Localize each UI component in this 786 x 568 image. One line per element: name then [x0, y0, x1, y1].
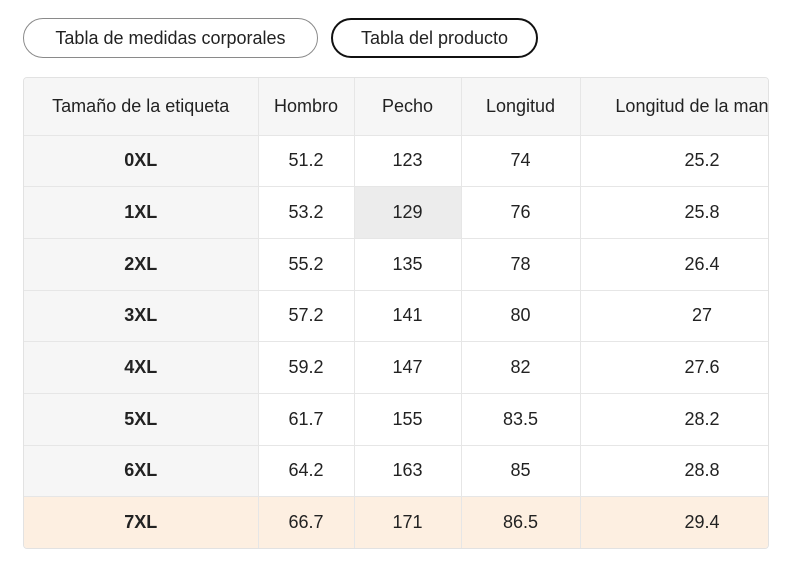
- table-row: 0XL 51.2 123 74 25.2: [24, 135, 768, 188]
- pecho-cell: 171: [354, 496, 462, 548]
- size-table-container[interactable]: Tamaño de la etiqueta Hombro Pecho Longi…: [23, 77, 769, 549]
- size-cell: 6XL: [24, 445, 259, 498]
- header-tamano: Tamaño de la etiqueta: [24, 78, 259, 136]
- table-row: 1XL 53.2 129 76 25.8: [24, 186, 768, 239]
- longitud-cell: 76: [461, 186, 581, 239]
- size-cell: 5XL: [24, 393, 259, 446]
- size-cell: 2XL: [24, 238, 259, 291]
- tab-product-chart[interactable]: Tabla del producto: [331, 18, 538, 58]
- manga-cell: 29.4: [580, 496, 768, 548]
- table-row: 5XL 61.7 155 83.5 28.2: [24, 393, 768, 446]
- hombro-cell: 66.7: [258, 496, 355, 548]
- size-cell: 1XL: [24, 186, 259, 239]
- table-row-highlighted: 7XL 66.7 171 86.5 29.4: [24, 496, 768, 548]
- longitud-cell: 86.5: [461, 496, 581, 548]
- longitud-cell: 80: [461, 290, 581, 343]
- tab-body-measurements[interactable]: Tabla de medidas corporales: [23, 18, 318, 58]
- longitud-cell: 78: [461, 238, 581, 291]
- hombro-cell: 64.2: [258, 445, 355, 498]
- hombro-cell: 53.2: [258, 186, 355, 239]
- size-chart-tabs: Tabla de medidas corporales Tabla del pr…: [23, 18, 538, 58]
- hombro-cell: 61.7: [258, 393, 355, 446]
- header-pecho: Pecho: [354, 78, 462, 136]
- longitud-cell: 83.5: [461, 393, 581, 446]
- hombro-cell: 55.2: [258, 238, 355, 291]
- pecho-cell: 123: [354, 135, 462, 188]
- pecho-cell: 155: [354, 393, 462, 446]
- header-longitud: Longitud: [461, 78, 581, 136]
- manga-cell: 25.2: [580, 135, 768, 188]
- manga-cell: 26.4: [580, 238, 768, 291]
- longitud-cell: 85: [461, 445, 581, 498]
- hombro-cell: 57.2: [258, 290, 355, 343]
- size-cell: 0XL: [24, 135, 259, 188]
- table-header-row: Tamaño de la etiqueta Hombro Pecho Longi…: [24, 78, 768, 136]
- header-longitud-manga: Longitud de la manga: [580, 78, 768, 136]
- pecho-cell: 141: [354, 290, 462, 343]
- table-row: 3XL 57.2 141 80 27: [24, 290, 768, 343]
- table-row: 2XL 55.2 135 78 26.4: [24, 238, 768, 291]
- longitud-cell: 74: [461, 135, 581, 188]
- table-row: 4XL 59.2 147 82 27.6: [24, 341, 768, 394]
- manga-cell: 28.8: [580, 445, 768, 498]
- table-row: 6XL 64.2 163 85 28.8: [24, 445, 768, 498]
- pecho-cell: 163: [354, 445, 462, 498]
- size-table: Tamaño de la etiqueta Hombro Pecho Longi…: [24, 78, 768, 548]
- manga-cell: 28.2: [580, 393, 768, 446]
- pecho-cell: 147: [354, 341, 462, 394]
- pecho-cell: 129: [354, 186, 462, 239]
- size-cell: 3XL: [24, 290, 259, 343]
- manga-cell: 25.8: [580, 186, 768, 239]
- size-cell: 4XL: [24, 341, 259, 394]
- size-cell: 7XL: [24, 496, 259, 548]
- manga-cell: 27: [580, 290, 768, 343]
- header-hombro: Hombro: [258, 78, 355, 136]
- hombro-cell: 51.2: [258, 135, 355, 188]
- longitud-cell: 82: [461, 341, 581, 394]
- pecho-cell: 135: [354, 238, 462, 291]
- manga-cell: 27.6: [580, 341, 768, 394]
- hombro-cell: 59.2: [258, 341, 355, 394]
